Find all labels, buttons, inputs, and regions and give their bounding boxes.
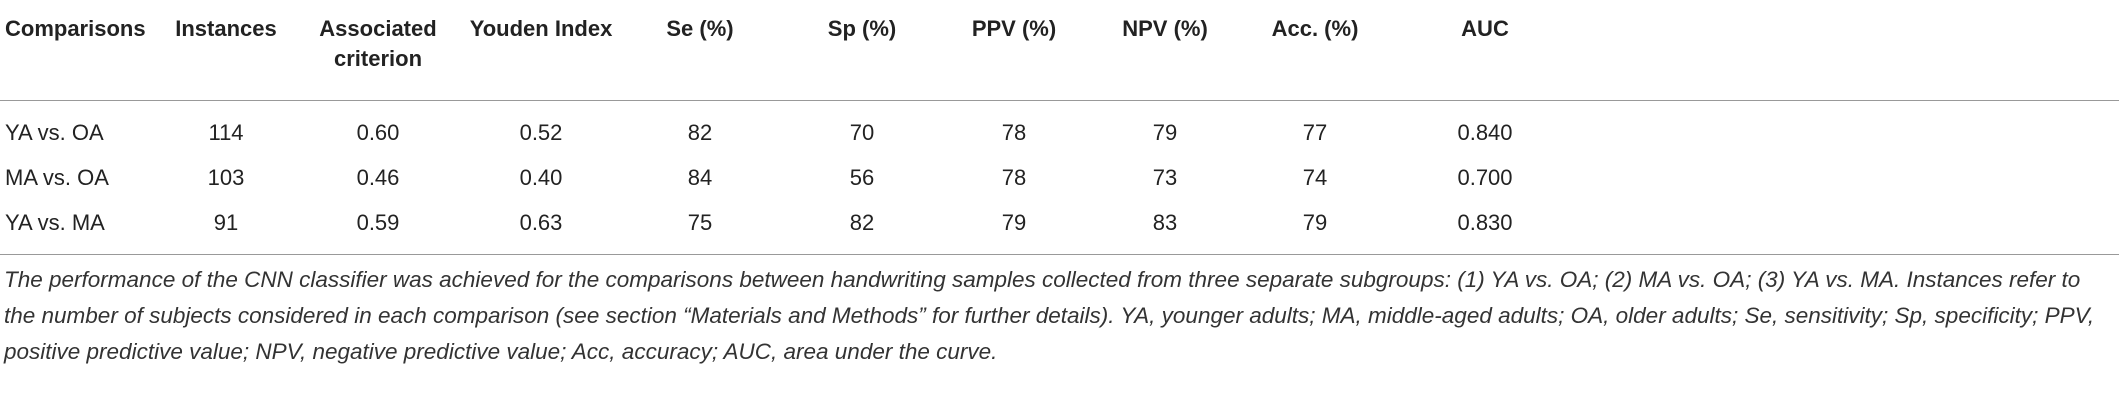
column-header: PPV (%): [971, 16, 1057, 41]
header-rule: [0, 100, 2119, 101]
table-cell: 114: [208, 120, 244, 145]
table-cell: 0.52: [519, 120, 563, 145]
table-cell: 75: [687, 210, 713, 235]
column-header: Acc. (%): [1271, 16, 1359, 41]
table-cell: 83: [1152, 210, 1178, 235]
table-cell: YA vs. MA: [5, 210, 105, 235]
table-cell: 70: [849, 120, 875, 145]
table-cell: 79: [1302, 210, 1328, 235]
table-cell: 77: [1302, 120, 1328, 145]
table-cell: 84: [687, 165, 713, 190]
table-cell: 0.700: [1457, 165, 1513, 190]
table-cell: YA vs. OA: [5, 120, 104, 145]
column-header: Sp (%): [827, 16, 897, 41]
table-cell: 91: [213, 210, 239, 235]
column-header: AUC: [1461, 16, 1509, 41]
table-cell: 56: [849, 165, 875, 190]
table-cell: 79: [1001, 210, 1027, 235]
table-cell: 0.840: [1457, 120, 1513, 145]
column-header: Comparisons: [5, 16, 146, 41]
table-cell: 0.59: [356, 210, 400, 235]
column-header: NPV (%): [1122, 16, 1208, 41]
table-cell: 82: [849, 210, 875, 235]
table-cell: 78: [1001, 120, 1027, 145]
table-bottom-rule: [0, 254, 2119, 255]
table-cell: 74: [1302, 165, 1328, 190]
column-header: Youden Index: [469, 16, 613, 41]
table-cell: 79: [1152, 120, 1178, 145]
table-cell: 82: [687, 120, 713, 145]
column-header: Associated criterion: [319, 16, 437, 71]
table-cell: 0.63: [519, 210, 563, 235]
column-header: Se (%): [666, 16, 734, 41]
table-cell: 0.40: [519, 165, 563, 190]
table-cell: 103: [207, 165, 245, 190]
table-cell: 0.60: [356, 120, 400, 145]
table-cell: 73: [1152, 165, 1178, 190]
table-cell: 78: [1001, 165, 1027, 190]
column-header: Instances: [175, 16, 277, 41]
table-cell: 0.830: [1457, 210, 1513, 235]
table-footnote: The performance of the CNN classifier wa…: [4, 267, 2095, 364]
table-cell: 0.46: [356, 165, 400, 190]
table-cell: MA vs. OA: [5, 165, 109, 190]
